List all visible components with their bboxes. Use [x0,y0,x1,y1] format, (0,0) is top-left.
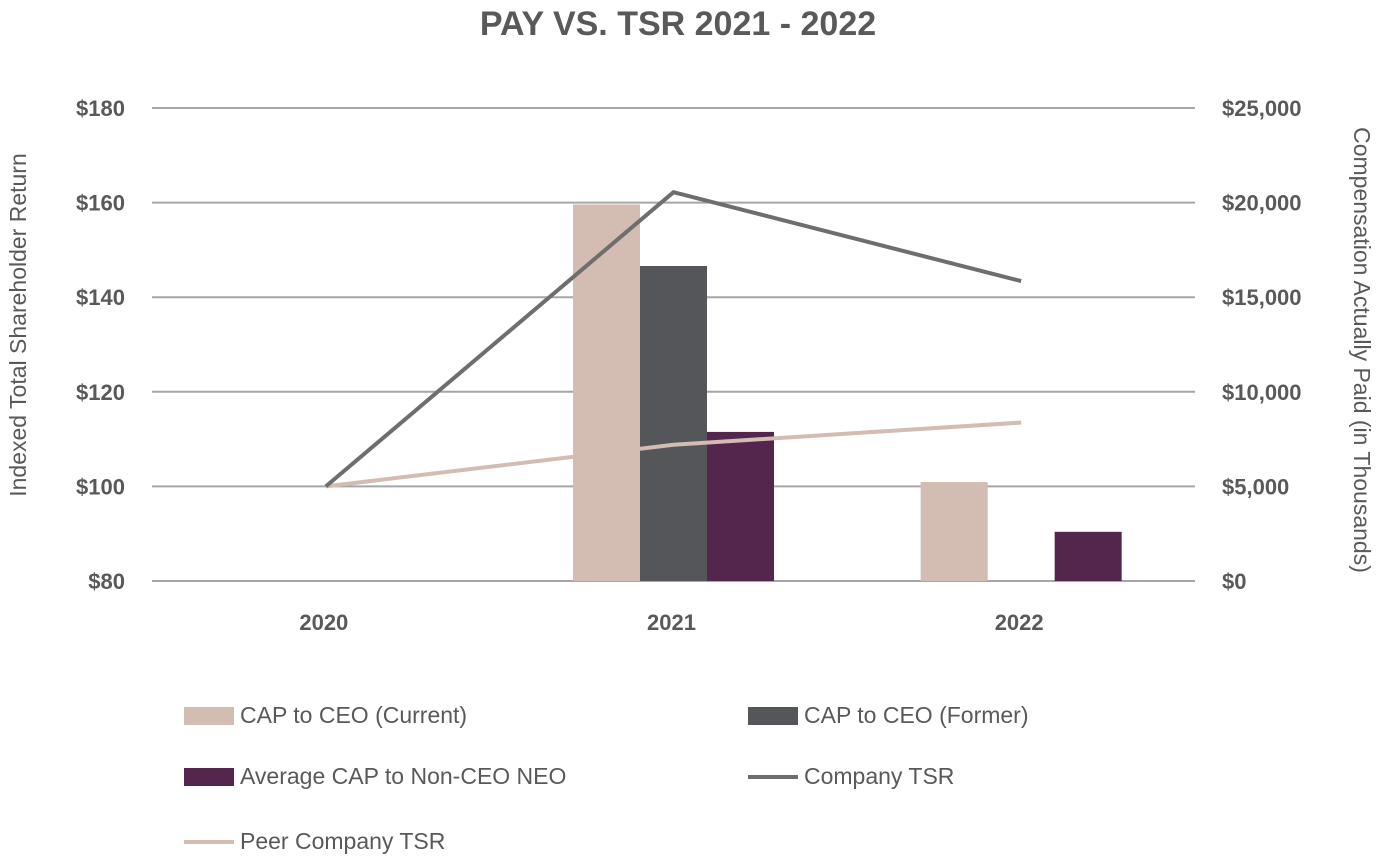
x-tick-label: 2021 [647,610,696,635]
legend-label: Average CAP to Non-CEO NEO [240,763,567,789]
legend-label: Company TSR [804,763,955,789]
legend-item-peer-tsr: Peer Company TSR [184,828,445,855]
legend-item-company-tsr: Company TSR [748,763,954,790]
y-tick-label: $80 [88,569,125,594]
legend-label: CAP to CEO (Former) [804,702,1029,728]
y-tick-label: $140 [76,285,125,310]
legend-label: CAP to CEO (Current) [240,702,468,728]
y2-axis-label: Compensation Actually Paid (in Thousands… [1349,127,1375,573]
y-tick-label: $100 [76,474,125,499]
line-peer-company-tsr [325,420,1022,489]
bar-average-cap-to-non-ceo-neo-2022 [1054,531,1122,581]
legend-line [748,774,798,779]
legend-item-cap-ceo-current: CAP to CEO (Current) [184,702,467,729]
legend-label: Peer Company TSR [240,828,446,854]
y2-tick-label: $15,000 [1222,285,1302,310]
line-company-tsr [324,190,1022,488]
y2-tick-label: $20,000 [1222,191,1302,216]
y-tick-label: $160 [76,191,125,216]
y-tick-label: $120 [76,380,125,405]
legend-item-avg-cap-non-ceo: Average CAP to Non-CEO NEO [184,763,566,790]
y2-tick-label: $10,000 [1222,380,1302,405]
legend-swatch [184,706,234,725]
chart-title: PAY VS. TSR 2021 - 2022 [480,5,876,43]
legend-item-cap-ceo-former: CAP to CEO (Former) [748,702,1029,729]
bar-cap-to-ceo-current--2021 [573,204,640,581]
bar-cap-to-ceo-current--2022 [920,482,988,581]
y2-tick-label: $5,000 [1222,474,1289,499]
x-tick-label: 2022 [995,610,1044,635]
y-axis-label: Indexed Total Shareholder Return [5,153,31,497]
legend-line [184,839,234,844]
x-tick-label: 2020 [299,610,348,635]
y-tick-label: $180 [76,96,125,121]
y2-tick-label: $25,000 [1222,96,1302,121]
legend-swatch [748,706,798,725]
legend-swatch [184,767,234,786]
bar-cap-to-ceo-former--2021 [640,265,707,581]
bar-average-cap-to-non-ceo-neo-2021 [707,431,774,581]
y2-tick-label: $0 [1222,569,1246,594]
